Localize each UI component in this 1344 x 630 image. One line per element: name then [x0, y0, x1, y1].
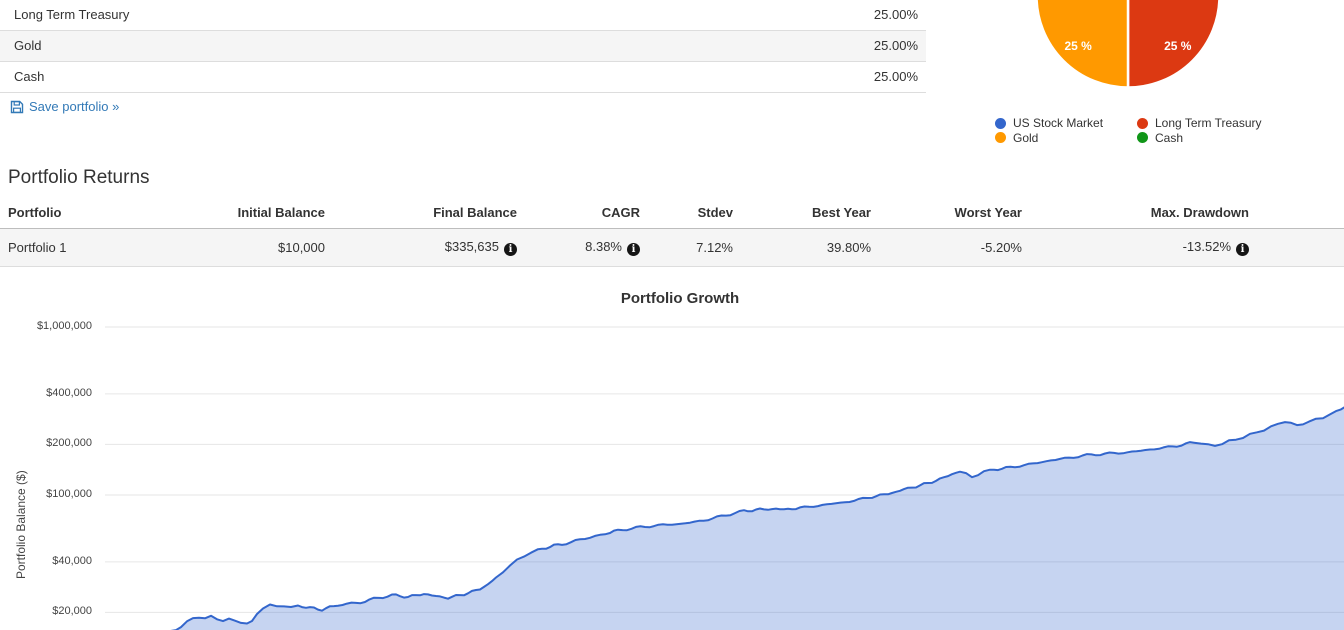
cell-value: $335,635: [444, 239, 499, 254]
returns-cell: $10,000: [230, 228, 333, 267]
legend-label: Long Term Treasury: [1155, 116, 1262, 130]
returns-header-row: Portfolio Initial Balance Final Balance CAG…: [0, 197, 1344, 229]
column-header-spacer: [1257, 197, 1344, 229]
save-portfolio-label: Save portfolio »: [29, 99, 120, 114]
legend-dot: [1137, 117, 1148, 129]
returns-cell: 7.12%: [648, 228, 741, 267]
y-tick-label: $1,000,000: [36, 320, 92, 332]
legend-item-cash: Cash: [1137, 131, 1183, 145]
returns-cell: Portfolio 1: [0, 228, 230, 267]
cell-value: 7.12%: [696, 240, 733, 255]
allocation-pie-chart[interactable]: 25 %25 %25 %25 %: [1020, 0, 1240, 100]
cell-value: $10,000: [278, 240, 325, 255]
portfolio-growth-chart[interactable]: [0, 315, 1344, 630]
cell-value: Portfolio 1: [8, 240, 67, 255]
allocation-row: Long Term Treasury 25.00%: [0, 0, 926, 31]
legend-label: Cash: [1155, 130, 1184, 145]
info-icon[interactable]: i: [627, 243, 640, 256]
returns-data-row: Portfolio 1 $10,000 $335,635 i 8.38% i 7.12% 39…: [0, 228, 1344, 267]
portfolio-returns-table: Portfolio Initial Balance Final Balance CAG…: [0, 197, 1344, 267]
column-header-best-year: Best Year: [741, 197, 879, 229]
asset-name: Gold: [14, 38, 42, 53]
y-tick-label: $400,000: [46, 386, 92, 399]
column-header-initial-balance: Initial Balance: [230, 197, 333, 229]
cell-value: 8.38%: [585, 239, 622, 254]
asset-name: Cash: [14, 69, 45, 84]
column-header-max-drawdown: Max. Drawdown: [1030, 197, 1257, 229]
save-portfolio-link[interactable]: Save portfolio »: [10, 99, 119, 114]
column-header-stdev: Stdev: [648, 197, 741, 229]
growth-line-portfolio-1: [170, 406, 1344, 630]
column-header-worst-year: Worst Year: [879, 197, 1030, 229]
returns-cell: -13.52% i: [1030, 228, 1257, 267]
returns-cell: -5.20%: [879, 228, 1030, 267]
legend-label: Gold: [1013, 130, 1039, 145]
column-header-portfolio: Portfolio: [0, 197, 230, 229]
column-header-final-balance: Final Balance: [333, 197, 525, 229]
asset-allocation-value: 25.00%: [873, 7, 918, 22]
pie-slice-label: 25 %: [1164, 39, 1192, 53]
allocation-row: Cash 25.00%: [0, 62, 926, 93]
cell-value: 39.80%: [826, 240, 871, 255]
allocation-row: Gold 25.00%: [0, 31, 926, 62]
cell-value: -5.20%: [980, 240, 1022, 255]
returns-cell: $335,635 i: [333, 228, 525, 267]
column-header-cagr: CAGR: [525, 197, 648, 229]
asset-allocation-value: 25.00%: [873, 38, 918, 53]
legend-dot: [995, 132, 1006, 143]
growth-area-fill: [176, 407, 1344, 630]
y-tick-label: $100,000: [46, 488, 92, 500]
y-tick-label: $200,000: [46, 437, 92, 450]
save-icon: [10, 100, 24, 113]
returns-cell: 39.80%: [741, 228, 879, 267]
pie-slice-gold: [1035, 0, 1130, 89]
y-tick-label: $40,000: [52, 554, 92, 567]
legend-label: US Stock Market: [1013, 116, 1104, 130]
portfolio-returns-heading: Portfolio Returns: [8, 167, 150, 188]
cell-value: -13.52%: [1182, 239, 1231, 254]
y-tick-label: $20,000: [52, 605, 92, 618]
legend-item-us-stock-market: US Stock Market: [995, 116, 1103, 130]
legend-dot: [995, 117, 1006, 129]
legend-dot: [1137, 132, 1148, 143]
returns-cell: 8.38% i: [525, 228, 648, 267]
allocation-table: Long Term Treasury 25.00% Gold 25.00% Cash 25…: [0, 0, 926, 93]
asset-name: Long Term Treasury: [14, 7, 130, 22]
info-icon[interactable]: i: [1236, 243, 1249, 256]
returns-cell-spacer: [1257, 228, 1344, 267]
legend-item-long-term-treasury: Long Term Treasury: [1137, 116, 1262, 130]
asset-allocation-value: 25.00%: [873, 69, 918, 84]
pie-slice-label: 25 %: [1065, 39, 1093, 53]
info-icon[interactable]: i: [504, 243, 517, 256]
legend-item-gold: Gold: [995, 131, 1038, 145]
pie-slice-long-term-treasury: [1126, 0, 1221, 89]
growth-chart-title: Portfolio Growth: [620, 290, 740, 307]
